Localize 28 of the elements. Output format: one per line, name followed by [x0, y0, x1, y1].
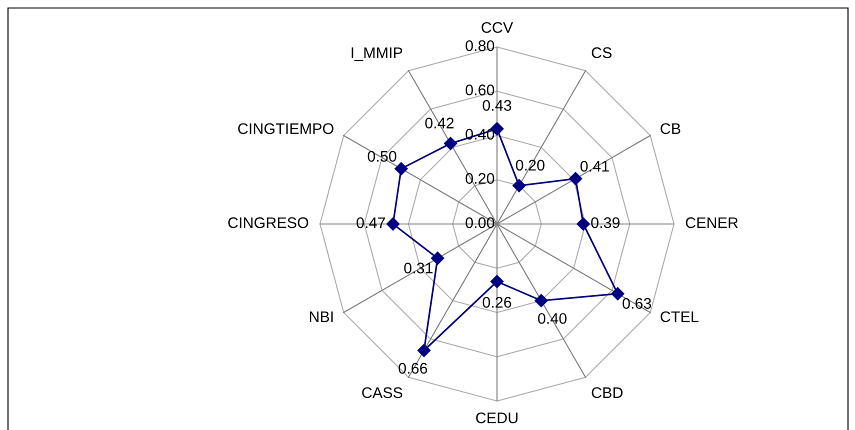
data-label: 0.41 — [580, 160, 609, 172]
spoke-label: CBD — [592, 387, 623, 398]
data-label: 0.66 — [398, 362, 428, 374]
data-label: 0.50 — [368, 150, 396, 162]
spoke-label: CTEL — [660, 311, 698, 322]
y-tick-label: 0.20 — [466, 173, 494, 184]
spoke-label: CS — [592, 47, 612, 58]
y-tick-label: 0.00 — [466, 217, 494, 228]
spoke-label: CEDU — [476, 412, 518, 424]
data-label: 0.39 — [591, 217, 620, 228]
spoke-label: CENER — [686, 217, 738, 228]
data-label: 0.42 — [425, 118, 454, 128]
spoke-label: CCV — [482, 22, 514, 33]
y-tick-label: 0.80 — [466, 40, 494, 52]
spoke-label: NBI — [310, 311, 333, 322]
spoke-label: CINGRESO — [228, 217, 308, 228]
data-label: 0.31 — [404, 262, 433, 274]
data-label: 0.47 — [356, 217, 385, 228]
spoke-label: CINGTIEMPO — [238, 123, 334, 134]
data-label: 0.40 — [538, 313, 567, 324]
data-label: 0.43 — [482, 100, 512, 111]
spoke-label: I_MMIP — [352, 47, 402, 61]
data-label: 0.63 — [622, 298, 652, 309]
data-label: 0.26 — [482, 296, 512, 308]
y-tick-label: 0.60 — [466, 84, 494, 96]
spoke-label: CASS — [362, 387, 402, 398]
data-label: 0.20 — [516, 160, 544, 171]
spoke-label: CB — [660, 123, 680, 134]
